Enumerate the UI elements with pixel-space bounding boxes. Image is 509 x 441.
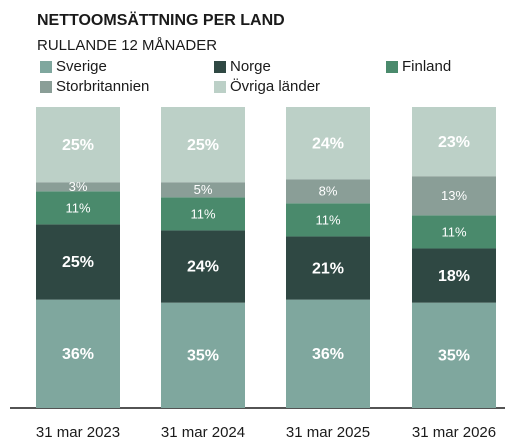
value-label: 3%	[69, 179, 88, 194]
bar-segment	[412, 107, 496, 177]
bar-segment	[412, 248, 496, 303]
x-tick-label: 31 mar 2023	[36, 424, 120, 441]
bar-segment	[286, 299, 370, 408]
value-label: 21%	[312, 260, 344, 277]
bar-segment	[286, 203, 370, 237]
bar-segment	[36, 191, 120, 225]
bar-segment	[286, 236, 370, 300]
chart-title: NETTOOMSÄTTNING PER LAND	[37, 11, 285, 29]
bar-segment	[412, 302, 496, 408]
legend-swatch	[214, 81, 226, 93]
value-label: 25%	[62, 137, 94, 154]
value-label: 23%	[438, 134, 470, 151]
bar-segment	[161, 230, 245, 303]
bar-segment	[286, 107, 370, 180]
value-label: 24%	[187, 259, 219, 276]
value-label: 18%	[438, 268, 470, 285]
bar-segment	[36, 299, 120, 408]
legend-label: Sverige	[56, 58, 107, 75]
bar-segment	[412, 215, 496, 249]
value-label: 35%	[438, 348, 470, 365]
value-label: 5%	[194, 182, 213, 197]
legend-label: Finland	[402, 58, 451, 75]
bar-segment	[412, 176, 496, 216]
bar-segment	[36, 182, 120, 192]
value-label: 36%	[62, 346, 94, 363]
legend-label: Storbritannien	[56, 78, 149, 95]
value-label: 25%	[187, 137, 219, 154]
value-label: 11%	[65, 200, 90, 215]
value-label: 35%	[187, 348, 219, 365]
x-tick-label: 31 mar 2024	[161, 424, 245, 441]
chart-subtitle: RULLANDE 12 MÅNADER	[37, 37, 217, 54]
value-label: 24%	[312, 135, 344, 152]
value-label: 13%	[441, 188, 467, 203]
x-tick-label: 31 mar 2026	[412, 424, 496, 441]
bar-segment	[161, 197, 245, 231]
bar-segment	[36, 107, 120, 183]
legend-swatch	[214, 61, 226, 73]
legend-swatch	[40, 81, 52, 93]
value-label: 11%	[441, 224, 466, 239]
legend-swatch	[386, 61, 398, 73]
legend-label: Norge	[230, 58, 271, 75]
value-label: 25%	[62, 254, 94, 271]
bar-segment	[161, 182, 245, 198]
value-label: 11%	[190, 206, 215, 221]
value-label: 11%	[315, 212, 340, 227]
bar-segment	[161, 107, 245, 183]
bar-segment	[36, 224, 120, 300]
legend-label: Övriga länder	[230, 77, 320, 95]
value-label: 8%	[319, 184, 338, 199]
bar-segment	[286, 179, 370, 204]
legend-swatch	[40, 61, 52, 73]
x-tick-label: 31 mar 2025	[286, 424, 370, 441]
value-label: 36%	[312, 346, 344, 363]
bar-segment	[161, 302, 245, 408]
